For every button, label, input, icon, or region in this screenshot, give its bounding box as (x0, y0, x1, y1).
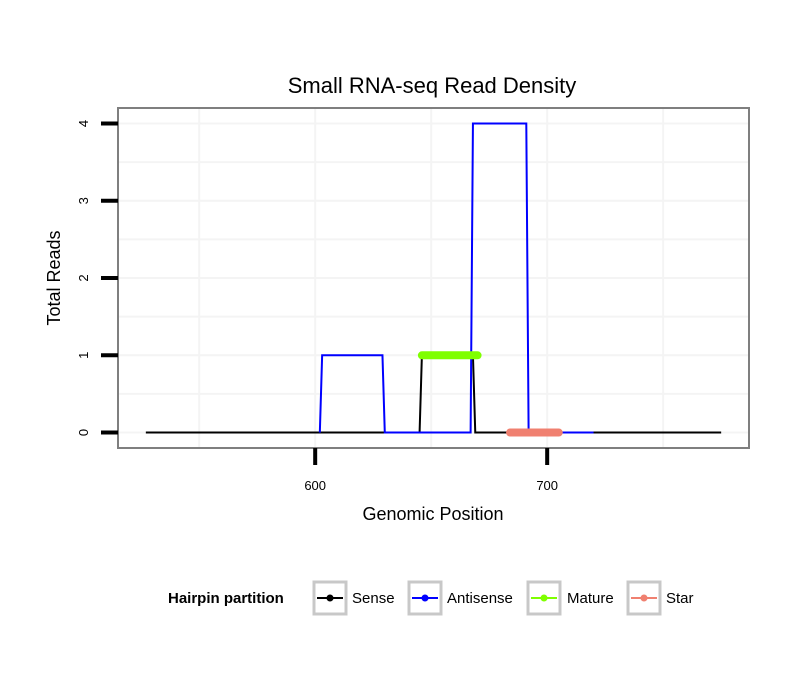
x-tick-label: 600 (304, 478, 326, 493)
legend-label: Mature (567, 590, 614, 607)
y-tick-label: 0 (76, 429, 91, 436)
legend-label: Sense (352, 590, 395, 607)
legend-item-mature: Mature (526, 580, 614, 616)
y-tick-label: 2 (76, 274, 91, 281)
x-axis-label: Genomic Position (362, 504, 503, 524)
y-tick-label: 1 (76, 352, 91, 359)
series-line-antisense (318, 122, 594, 434)
legend: Hairpin partition Sense Antisense Mature St… (168, 580, 694, 616)
y-axis-label: Total Reads (44, 230, 64, 325)
legend-item-antisense: Antisense (407, 580, 513, 616)
legend-label: Antisense (447, 590, 513, 607)
x-tick-label: 700 (536, 478, 558, 493)
legend-key-dot (326, 594, 334, 602)
series-layer (145, 122, 722, 437)
legend-key-dot (640, 594, 648, 602)
legend-label: Star (666, 590, 694, 607)
legend-title: Hairpin partition (168, 590, 284, 607)
legend-item-sense: Sense (312, 580, 395, 616)
chart-title: Small RNA-seq Read Density (288, 73, 577, 98)
legend-key-dot (421, 594, 429, 602)
legend-item-star: Star (626, 580, 694, 616)
legend-key-dot (540, 594, 548, 602)
y-tick-label: 4 (76, 120, 91, 127)
ticks-layer: 600 700 0 1 2 3 4 (76, 120, 558, 493)
grid-layer (118, 108, 749, 448)
y-tick-label: 3 (76, 197, 91, 204)
